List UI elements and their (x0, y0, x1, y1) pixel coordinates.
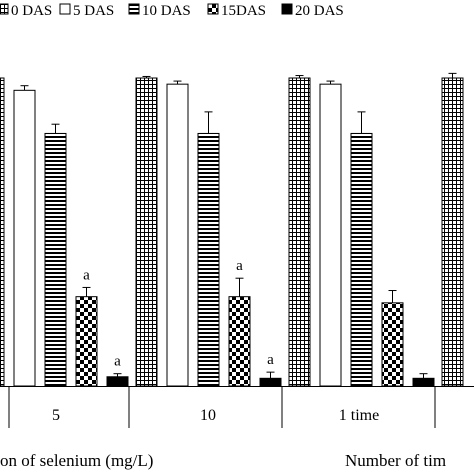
bar (197, 132, 220, 387)
x-axis-title: on of selenium (mg/L) (0, 451, 153, 470)
bar (381, 302, 404, 387)
group-label: 10 (200, 407, 216, 424)
legend: 0 DAS 5 DAS 10 DAS 15DAS 20 DAS (0, 3, 344, 19)
bar (288, 77, 311, 387)
legend-label: 15DAS (221, 3, 266, 19)
legend-swatch (59, 3, 71, 15)
bars: aaaaaa (0, 72, 464, 387)
legend-label: 10 DAS (142, 3, 191, 19)
group-label: 1 time (339, 407, 379, 424)
bar (259, 377, 282, 387)
significance-letter: a (114, 354, 121, 370)
bar (441, 77, 464, 387)
bar (166, 83, 189, 387)
bar (0, 77, 5, 387)
legend-swatch (128, 3, 140, 15)
significance-letter: a (236, 258, 243, 274)
bar (135, 77, 158, 387)
bar (44, 132, 67, 387)
bar (13, 89, 36, 387)
x-axis-title: Number of tim (345, 451, 446, 470)
bar (75, 296, 98, 387)
legend-label: 5 DAS (73, 3, 114, 19)
legend-label: 20 DAS (295, 3, 344, 19)
bar (319, 83, 342, 387)
significance-letter: a (267, 352, 274, 368)
significance-letter: a (83, 267, 90, 283)
bar (106, 376, 129, 387)
group-label: 5 (52, 407, 60, 424)
bar (228, 296, 251, 387)
x-axis: 5 10 1 time on of selenium (mg/L) Number of … (0, 386, 474, 470)
legend-swatch (207, 3, 219, 15)
legend-label: 0 DAS (11, 3, 52, 19)
bar (412, 377, 435, 387)
legend-swatch (0, 3, 9, 15)
bar (350, 132, 373, 387)
legend-swatch (281, 3, 293, 15)
